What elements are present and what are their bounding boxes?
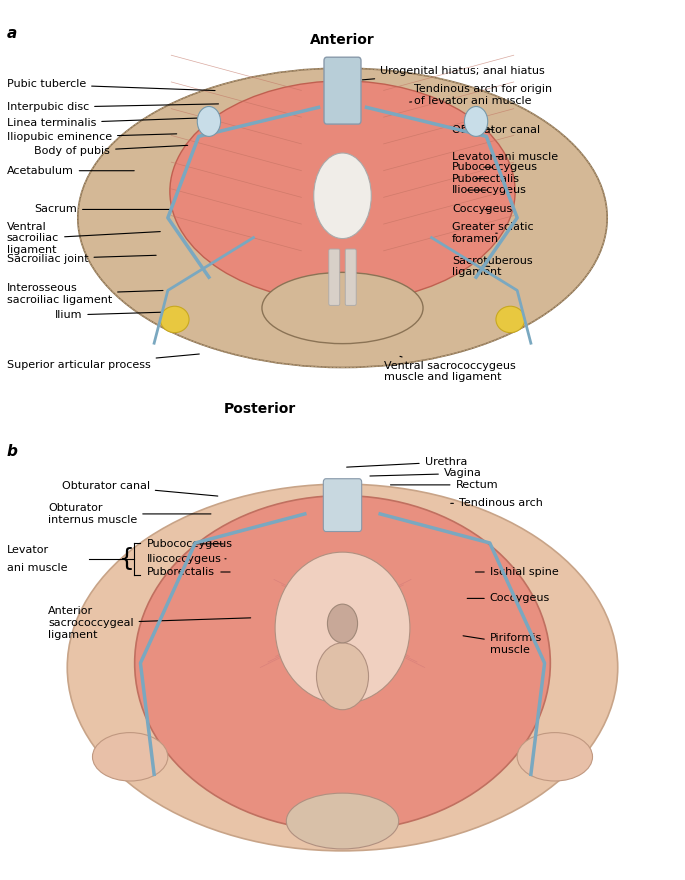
Text: Tendinous arch: Tendinous arch (451, 498, 543, 509)
Text: Linea terminalis: Linea terminalis (7, 118, 199, 128)
Text: Coccygeus: Coccygeus (452, 204, 512, 215)
Ellipse shape (314, 153, 371, 238)
Ellipse shape (517, 732, 593, 781)
Text: Posterior: Posterior (224, 402, 297, 416)
Text: Iliopubic eminence: Iliopubic eminence (7, 132, 177, 143)
Ellipse shape (67, 484, 618, 851)
Text: Piriformis
muscle: Piriformis muscle (463, 634, 542, 655)
Text: b: b (7, 444, 18, 459)
Text: Urethra: Urethra (347, 457, 467, 467)
Text: Levator: Levator (7, 545, 49, 555)
Ellipse shape (262, 272, 423, 343)
Text: Puborectalis: Puborectalis (147, 567, 230, 577)
Circle shape (197, 106, 221, 136)
Text: Ventral
sacroiliac
ligament: Ventral sacroiliac ligament (7, 222, 160, 255)
Text: Obturator canal: Obturator canal (452, 125, 540, 136)
Text: Ischial spine: Ischial spine (475, 567, 558, 577)
FancyBboxPatch shape (329, 249, 340, 305)
Circle shape (464, 106, 488, 136)
FancyBboxPatch shape (324, 57, 361, 124)
Text: Pubococcygeus: Pubococcygeus (452, 162, 538, 172)
Ellipse shape (78, 68, 607, 368)
Text: Iliococcygeus: Iliococcygeus (147, 554, 226, 564)
Text: Superior articular process: Superior articular process (7, 354, 199, 370)
Text: ani muscle: ani muscle (7, 562, 67, 573)
Text: Sacrum: Sacrum (34, 204, 170, 215)
Text: Levator ani muscle: Levator ani muscle (452, 151, 558, 162)
Text: Ventral sacrococcygeus
muscle and ligament: Ventral sacrococcygeus muscle and ligame… (384, 356, 515, 382)
Ellipse shape (170, 81, 515, 302)
Text: Acetabulum: Acetabulum (7, 165, 134, 176)
Text: Greater sciatic
foramen: Greater sciatic foramen (452, 223, 534, 244)
Text: Anterior: Anterior (310, 33, 375, 47)
Ellipse shape (286, 793, 399, 849)
Text: Anterior
sacrococcygeal
ligament: Anterior sacrococcygeal ligament (48, 606, 251, 640)
Text: Rectum: Rectum (390, 480, 498, 490)
Text: Interosseous
sacroiliac ligament: Interosseous sacroiliac ligament (7, 283, 163, 304)
Text: Ilium: Ilium (55, 310, 182, 320)
Text: {: { (119, 546, 135, 571)
Text: Puborectalis: Puborectalis (452, 173, 520, 184)
Text: Body of pubis: Body of pubis (34, 145, 188, 157)
Text: Interpubic disc: Interpubic disc (7, 102, 219, 113)
Ellipse shape (160, 306, 189, 333)
Ellipse shape (92, 732, 168, 781)
Text: Iliococcygeus: Iliococcygeus (452, 185, 527, 195)
Text: Pubic tubercle: Pubic tubercle (7, 79, 215, 91)
FancyBboxPatch shape (323, 479, 362, 532)
Text: a: a (7, 26, 17, 41)
Circle shape (316, 642, 369, 709)
Text: Obturator
internus muscle: Obturator internus muscle (48, 503, 211, 524)
Text: Tendinous arch for origin
of levator ani muscle: Tendinous arch for origin of levator ani… (410, 84, 553, 106)
Text: Vagina: Vagina (370, 468, 482, 479)
Text: Pubococcygeus: Pubococcygeus (147, 539, 234, 549)
Text: Coccygeus: Coccygeus (467, 593, 550, 604)
Circle shape (327, 604, 358, 642)
Text: Sacroiliac joint: Sacroiliac joint (7, 253, 156, 264)
Ellipse shape (135, 495, 550, 831)
Text: Sacrotuberous
ligament: Sacrotuberous ligament (452, 256, 533, 277)
Ellipse shape (275, 552, 410, 704)
Text: Obturator canal: Obturator canal (62, 480, 218, 496)
Text: Urogenital hiatus; anal hiatus: Urogenital hiatus; anal hiatus (362, 66, 545, 80)
FancyBboxPatch shape (345, 249, 356, 305)
Ellipse shape (496, 306, 525, 333)
